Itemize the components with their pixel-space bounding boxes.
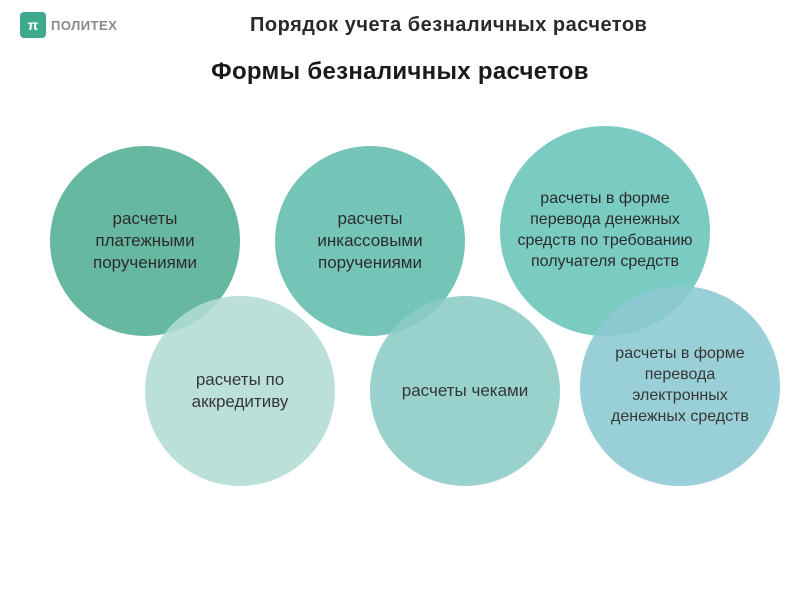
circles-diagram: расчеты платежными поручениями расчеты ин… bbox=[0, 86, 800, 586]
header: π ПОЛИТЕХ Порядок учета безналичных расч… bbox=[0, 0, 800, 50]
circle-label-4: расчеты чеками bbox=[402, 380, 528, 402]
circle-label-0: расчеты платежными поручениями bbox=[65, 208, 225, 274]
logo: π ПОЛИТЕХ bbox=[20, 12, 117, 38]
circle-label-2: расчеты в форме перевода денежных средст… bbox=[515, 189, 695, 272]
circle-label-3: расчеты по аккредитиву bbox=[160, 369, 320, 413]
logo-text: ПОЛИТЕХ bbox=[51, 18, 117, 33]
circle-4: расчеты чеками bbox=[370, 296, 560, 486]
pi-icon: π bbox=[20, 12, 46, 38]
page-title: Порядок учета безналичных расчетов bbox=[117, 14, 780, 37]
subtitle: Формы безналичных расчетов bbox=[0, 58, 800, 86]
circle-label-1: расчеты инкассовыми поручениями bbox=[290, 208, 450, 274]
circle-label-5: расчеты в форме перевода электронных ден… bbox=[595, 344, 765, 427]
logo-symbol: π bbox=[28, 17, 39, 33]
circle-3: расчеты по аккредитиву bbox=[145, 296, 335, 486]
circle-5: расчеты в форме перевода электронных ден… bbox=[580, 286, 780, 486]
